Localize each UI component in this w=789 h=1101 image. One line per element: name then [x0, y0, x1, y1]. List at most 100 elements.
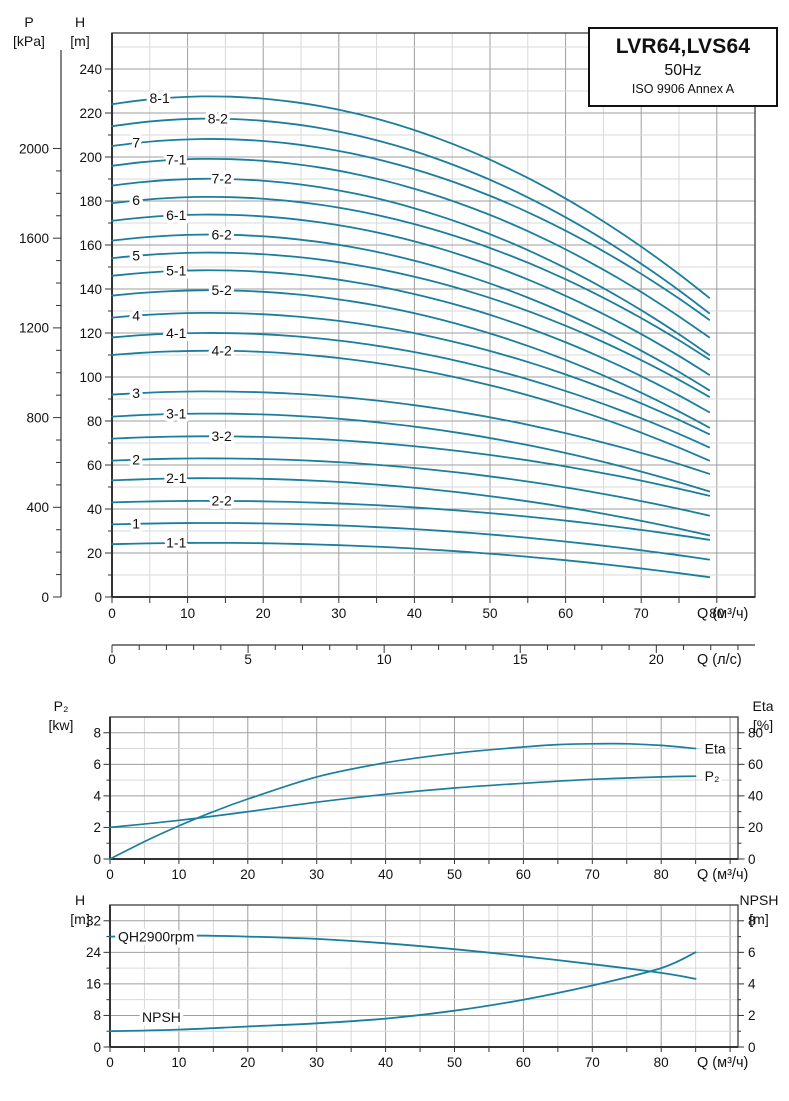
h-tick-label: 200	[79, 150, 102, 165]
p-kpa-tick-label: 800	[26, 410, 49, 425]
eta-tick-label: 80	[748, 726, 763, 741]
h-tick-label: 40	[87, 502, 102, 517]
ls-tick-label: 15	[513, 652, 528, 667]
x-tick-label: 60	[516, 1055, 531, 1070]
eta-axis-header: Eta [%]	[742, 697, 784, 735]
h-tick-label: 80	[87, 414, 102, 429]
p2-eta-chart	[109, 716, 739, 860]
p2-eta-curve-labels: Eta P₂	[701, 737, 729, 788]
curve-4-2	[111, 349, 711, 462]
x-tick-label: 80	[709, 606, 724, 621]
p2-tick-label: 2	[93, 820, 101, 835]
x-tick-label: 70	[634, 606, 649, 621]
h-tick-label: 0	[93, 1040, 101, 1055]
h-tick-label: 8	[93, 1008, 101, 1023]
frequency: 50Hz	[664, 62, 702, 79]
eta-tick-label: 60	[748, 757, 763, 772]
p-kpa-tick-label: 1600	[19, 231, 49, 246]
x-tick-label: 40	[378, 867, 393, 882]
x-tick-label: 40	[378, 1055, 393, 1070]
p-kpa-axis-header: P [kPa]	[6, 13, 52, 51]
curve-1-1	[111, 542, 711, 579]
x-tick-label: 80	[654, 867, 669, 882]
qh-npsh-curves	[109, 934, 697, 1033]
p-kpa-tick-label: 2000	[19, 141, 49, 156]
eta-axis-name: Eta	[752, 698, 774, 714]
curve-2-1	[111, 477, 711, 537]
curve-label-3-1: 3-1	[166, 406, 186, 422]
x-axis-unit-label: Q (м³/ч)	[697, 867, 748, 883]
npsh-tick-label: 4	[748, 977, 756, 992]
qh-main-curves	[111, 95, 711, 579]
x-tick-label: 10	[171, 867, 186, 882]
p-axis-name: P	[24, 14, 34, 30]
eta-tick-label: 40	[748, 789, 763, 804]
title-box: LVR64,LVS64 50Hz ISO 9906 Annex A	[588, 27, 778, 107]
h-tick-label: 120	[79, 326, 102, 341]
h-tick-label: 0	[94, 590, 102, 605]
h-m-axis-header: H [m]	[60, 13, 100, 51]
p2-eta-curves	[109, 742, 697, 860]
h-tick-label: 100	[79, 370, 102, 385]
curve-label-4-2: 4-2	[212, 342, 232, 358]
curve-label-1-1: 1-1	[166, 535, 186, 551]
x-tick-label: 0	[108, 606, 116, 621]
h-tick-label: 32	[86, 914, 101, 929]
x-tick-label: 50	[447, 867, 462, 882]
ls-axis-unit-label: Q (л/с)	[697, 652, 742, 668]
curve-label-4-1: 4-1	[166, 325, 186, 341]
curve-8-1	[111, 95, 711, 299]
curve-4	[111, 311, 711, 436]
curve-label-2-1: 2-1	[166, 470, 186, 486]
p2-tick-label: 0	[93, 852, 101, 867]
curve-2	[111, 457, 711, 517]
p-axis-unit: [kPa]	[13, 33, 45, 49]
npsh-tick-label: 0	[748, 1040, 756, 1055]
h-tick-label: 16	[86, 977, 101, 992]
x-tick-label: 20	[256, 606, 271, 621]
curve-label-6-2: 6-2	[212, 226, 232, 242]
ls-tick-label: 5	[244, 652, 252, 667]
curve-label-2-2: 2-2	[212, 493, 232, 509]
curve-label-5: 5	[132, 247, 140, 263]
h2-axis-unit: [m]	[70, 911, 90, 927]
p-kpa-tick-label: 1200	[19, 321, 49, 336]
x-tick-label: 30	[309, 867, 324, 882]
curve-label-7-2: 7-2	[212, 171, 232, 187]
curve-label-p2: P₂	[705, 768, 720, 784]
x-tick-label: 20	[240, 1055, 255, 1070]
curve-6-2	[111, 233, 711, 392]
npsh-axis-name: NPSH	[739, 892, 779, 908]
h-axis-unit: [m]	[70, 33, 90, 49]
curve-7-2	[111, 177, 711, 356]
x-tick-label: 50	[482, 606, 497, 621]
h-tick-label: 140	[79, 282, 102, 297]
x-tick-label: 0	[106, 867, 114, 882]
curve-label-5-2: 5-2	[212, 282, 232, 298]
ls-tick-label: 0	[108, 652, 116, 667]
curve-1	[111, 522, 711, 561]
curve-label-npsh: NPSH	[142, 1009, 181, 1025]
curve-label-5-1: 5-1	[166, 263, 186, 279]
x-tick-label: 80	[654, 1055, 669, 1070]
h-tick-label: 240	[79, 62, 102, 77]
x-tick-label: 70	[585, 1055, 600, 1070]
h-tick-label: 160	[79, 238, 102, 253]
curve-3	[111, 390, 711, 475]
npsh-tick-label: 6	[748, 945, 756, 960]
h2-axis-name: H	[74, 892, 86, 908]
h-axis-name: H	[74, 14, 86, 30]
p2-kw-axis-header: P₂ [kw]	[38, 697, 84, 735]
ls-tick-label: 10	[377, 652, 392, 667]
x-tick-label: 60	[558, 606, 573, 621]
curve-label-8-1: 8-1	[150, 90, 170, 106]
x-tick-label: 30	[309, 1055, 324, 1070]
curve-8-2	[111, 117, 711, 315]
curve-5	[111, 251, 711, 398]
curve-npsh	[109, 951, 697, 1033]
curve-qh2900	[109, 934, 697, 980]
npsh-tick-label: 2	[748, 1008, 756, 1023]
